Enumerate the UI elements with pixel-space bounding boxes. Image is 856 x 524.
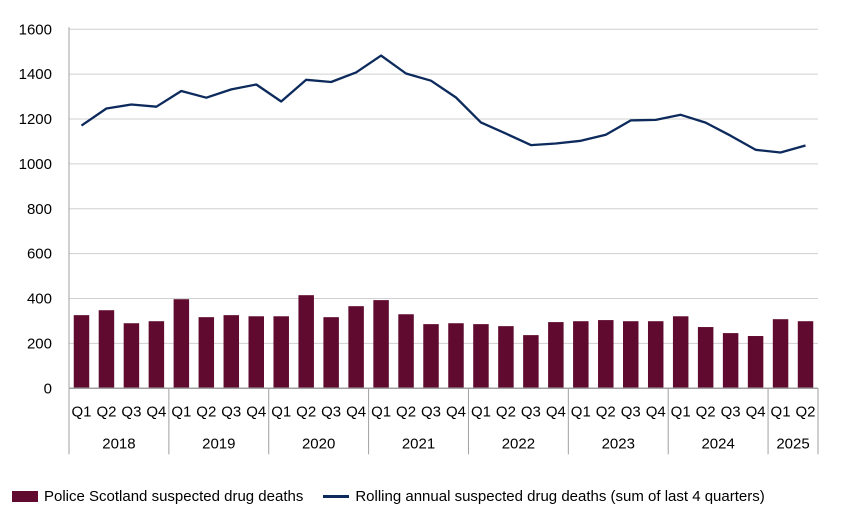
bar	[223, 315, 240, 389]
bar	[148, 321, 165, 389]
quarter-label: Q1	[171, 403, 191, 420]
quarter-label: Q2	[496, 403, 516, 420]
quarter-label: Q2	[196, 403, 216, 420]
quarter-label: Q4	[346, 403, 366, 420]
quarter-label: Q3	[421, 403, 441, 420]
quarter-label: Q1	[471, 403, 491, 420]
quarter-label: Q1	[371, 403, 391, 420]
year-label: 2022	[502, 435, 535, 452]
bar	[173, 299, 190, 389]
y-tick-label: 400	[27, 291, 52, 308]
quarter-label: Q2	[696, 403, 716, 420]
bar	[598, 320, 614, 389]
y-tick-label: 1400	[19, 66, 52, 83]
y-tick-label: 1600	[19, 21, 52, 38]
bar	[373, 300, 389, 389]
bar	[423, 324, 439, 389]
quarter-label: Q4	[746, 403, 766, 420]
quarter-label: Q4	[446, 403, 466, 420]
legend: Police Scotland suspected drug deaths Ro…	[12, 488, 765, 505]
quarter-label: Q3	[321, 403, 341, 420]
year-label: 2018	[102, 435, 135, 452]
bar	[722, 333, 739, 389]
y-tick-label: 1000	[19, 156, 52, 173]
bar	[523, 335, 539, 389]
chart: 0 200 400 600 800 1000 1200 1400 1600 Q1 Q2 Q3 Q4 201…	[19, 21, 819, 455]
quarter-label: Q4	[146, 403, 166, 420]
bar	[273, 316, 289, 389]
legend-item-bars: Police Scotland suspected drug deaths	[12, 488, 303, 505]
y-tick-label: 200	[27, 335, 52, 352]
bar	[73, 315, 90, 389]
quarter-label: Q3	[621, 403, 641, 420]
year-label: 2025	[776, 435, 809, 452]
quarter-label: Q2	[296, 403, 316, 420]
legend-label-bars: Police Scotland suspected drug deaths	[44, 488, 304, 505]
quarter-label: Q4	[246, 403, 266, 420]
legend-label-line: Rolling annual suspected drug deaths (su…	[355, 488, 765, 505]
legend-item-line: Rolling annual suspected drug deaths (su…	[303, 488, 765, 505]
bar	[348, 306, 364, 389]
bar	[672, 316, 689, 389]
bar	[323, 317, 339, 389]
quarter-label: Q3	[721, 403, 741, 420]
quarter-label: Q1	[71, 403, 91, 420]
bar	[573, 321, 589, 389]
bar	[398, 314, 414, 389]
rolling-annual-line	[80, 54, 806, 154]
quarter-label: Q1	[771, 403, 791, 420]
bar	[548, 322, 564, 389]
year-label: 2021	[402, 435, 435, 452]
quarter-label: Q2	[796, 403, 816, 420]
bar	[498, 326, 514, 389]
quarter-label: Q3	[521, 403, 541, 420]
bar	[298, 295, 314, 389]
quarter-label: Q4	[546, 403, 566, 420]
year-label: 2020	[302, 435, 335, 452]
quarter-label: Q2	[596, 403, 616, 420]
bar	[623, 321, 639, 389]
year-label: 2019	[202, 435, 235, 452]
y-tick-label: 0	[44, 380, 52, 397]
quarter-label: Q1	[271, 403, 291, 420]
bar	[473, 324, 489, 389]
y-tick-label: 800	[27, 201, 52, 218]
quarter-label: Q1	[571, 403, 591, 420]
y-tick-label: 1200	[19, 111, 52, 128]
quarter-label: Q1	[671, 403, 691, 420]
bar	[647, 321, 664, 389]
bar	[198, 317, 215, 389]
quarter-label: Q3	[121, 403, 141, 420]
bar	[697, 327, 714, 389]
year-label: 2024	[701, 435, 734, 452]
bar	[248, 316, 264, 389]
quarter-label: Q2	[396, 403, 416, 420]
year-label: 2023	[602, 435, 635, 452]
legend-swatch-line	[323, 495, 350, 498]
quarter-label: Q4	[646, 403, 666, 420]
bar	[747, 336, 764, 389]
bar	[98, 310, 115, 389]
legend-swatch-bar	[12, 491, 38, 502]
bar	[772, 319, 789, 389]
quarter-label: Q3	[221, 403, 241, 420]
y-tick-label: 600	[27, 246, 52, 263]
bar	[448, 323, 464, 389]
bar	[123, 323, 140, 389]
bar	[797, 321, 814, 389]
quarter-label: Q2	[96, 403, 116, 420]
